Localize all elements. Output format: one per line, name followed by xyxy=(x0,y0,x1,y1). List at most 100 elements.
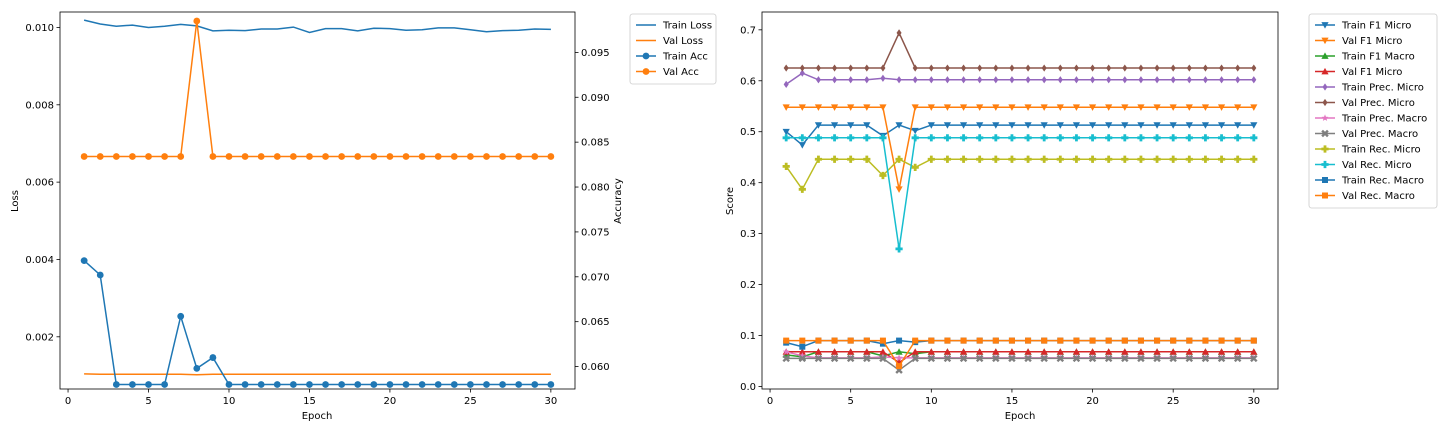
data-point-3-22 xyxy=(434,153,442,160)
data-point-3-18 xyxy=(1072,348,1081,355)
data-point-3-0 xyxy=(80,153,88,160)
data-point-1-5 xyxy=(863,104,871,111)
data-point-3-5 xyxy=(863,348,871,355)
legend-entry: Val Rec. Macro xyxy=(1342,191,1415,202)
data-point-5-26 xyxy=(1202,64,1208,72)
data-point-1-1 xyxy=(798,104,806,111)
y2-tick-label: 0.085 xyxy=(581,138,610,149)
data-point-11-15 xyxy=(1025,337,1032,344)
data-point-4-0 xyxy=(783,80,789,88)
data-point-0-12 xyxy=(976,122,984,129)
data-point-7-0 xyxy=(782,354,790,363)
data-point-0-14 xyxy=(1008,122,1016,129)
data-point-11-26 xyxy=(1202,337,1209,344)
legend-marker-2 xyxy=(1321,52,1329,59)
data-point-11-13 xyxy=(992,337,999,344)
data-point-1-16 xyxy=(1040,104,1048,111)
data-point-7-12 xyxy=(975,354,984,363)
y-axis-label: Score xyxy=(725,187,736,215)
data-point-9-17 xyxy=(1056,134,1064,142)
data-point-7-4 xyxy=(846,354,855,363)
data-point-5-4 xyxy=(848,64,854,72)
data-point-2-16 xyxy=(338,381,346,388)
data-point-8-11 xyxy=(959,155,968,163)
legend-marker-10 xyxy=(1322,177,1328,183)
data-point-11-27 xyxy=(1218,337,1225,344)
x-tick-label: 0 xyxy=(65,396,71,407)
data-point-1-23 xyxy=(1153,104,1161,111)
data-point-2-29 xyxy=(547,381,555,388)
data-point-11-16 xyxy=(1041,337,1048,344)
series-line-10 xyxy=(786,339,1254,348)
series-line-0 xyxy=(785,124,1254,147)
data-point-5-10 xyxy=(944,64,950,72)
data-point-8-7 xyxy=(895,155,903,163)
y2-axis-label: Accuracy xyxy=(613,178,624,224)
data-point-0-10 xyxy=(943,122,952,129)
data-point-11-1 xyxy=(799,337,806,344)
data-point-8-25 xyxy=(1185,155,1193,163)
data-point-3-29 xyxy=(547,153,555,160)
data-point-5-21 xyxy=(1122,64,1128,72)
data-point-4-14 xyxy=(1009,76,1015,84)
data-point-2-23 xyxy=(450,381,458,388)
data-point-7-28 xyxy=(1233,354,1242,363)
data-point-11-6 xyxy=(879,337,886,344)
data-point-2-11 xyxy=(257,381,265,388)
data-point-3-20 xyxy=(402,153,410,160)
data-point-9-25 xyxy=(1185,134,1193,142)
data-point-3-4 xyxy=(847,348,855,355)
legend-entry: Val Prec. Micro xyxy=(1342,98,1415,109)
data-point-4-18 xyxy=(1073,76,1079,84)
data-point-9-20 xyxy=(1105,134,1113,142)
data-point-0-5 xyxy=(863,122,871,129)
data-point-8-6 xyxy=(879,171,887,180)
data-point-11-20 xyxy=(1105,337,1112,344)
data-point-0-27 xyxy=(1217,122,1226,129)
series-line-0 xyxy=(83,19,551,34)
score-chart: 0 5 10 15 20 25 30 0.0 0.1 0.2 0.3 0.4 0.5 0.6 0.7 Ep… xyxy=(725,11,1438,422)
data-point-2-3 xyxy=(129,381,136,388)
data-point-0-2 xyxy=(814,122,823,129)
legend-marker-6 xyxy=(1321,114,1329,121)
legend-marker-9 xyxy=(1321,160,1329,169)
data-point-1-17 xyxy=(1056,104,1064,111)
y-tick-label: 0.3 xyxy=(740,229,756,240)
data-point-11-23 xyxy=(1154,337,1161,344)
data-point-2-8 xyxy=(209,354,217,361)
data-point-7-22 xyxy=(1137,354,1145,363)
data-point-9-13 xyxy=(992,134,1000,142)
data-point-8-12 xyxy=(976,155,984,163)
data-point-2-1 xyxy=(96,271,104,279)
data-point-7-24 xyxy=(1169,354,1177,363)
data-point-3-14 xyxy=(306,153,313,160)
data-point-1-29 xyxy=(1250,104,1258,111)
data-point-0-1 xyxy=(798,142,806,149)
data-point-6-7 xyxy=(895,354,903,361)
data-point-3-2 xyxy=(814,348,823,355)
series-line-8 xyxy=(785,158,1254,191)
series-line-9 xyxy=(786,137,1254,250)
data-point-11-21 xyxy=(1121,337,1128,344)
series-line-2 xyxy=(83,260,551,386)
data-point-8-22 xyxy=(1137,155,1145,163)
data-point-9-4 xyxy=(847,134,855,142)
x-tick-label: 30 xyxy=(544,396,557,407)
plot-frame xyxy=(59,11,576,390)
data-point-3-5 xyxy=(161,153,169,160)
data-point-1-4 xyxy=(847,104,855,111)
data-point-3-9 xyxy=(927,348,935,355)
data-point-1-20 xyxy=(1105,104,1113,111)
y-tick-label: 0.7 xyxy=(740,25,756,36)
data-point-3-19 xyxy=(1088,348,1097,355)
data-point-4-26 xyxy=(1202,76,1208,84)
data-point-4-13 xyxy=(993,76,999,84)
data-point-7-9 xyxy=(927,354,936,363)
series-line-11 xyxy=(786,339,1254,368)
data-point-5-28 xyxy=(1235,64,1241,72)
data-point-7-18 xyxy=(1072,354,1081,363)
data-point-3-2 xyxy=(112,153,120,160)
data-point-8-27 xyxy=(1217,155,1226,163)
data-point-2-2 xyxy=(112,381,120,388)
loss-accuracy-chart: 0 5 10 15 20 25 30 0.002 0.004 0.006 0.008 0.010 0… xyxy=(10,11,717,422)
